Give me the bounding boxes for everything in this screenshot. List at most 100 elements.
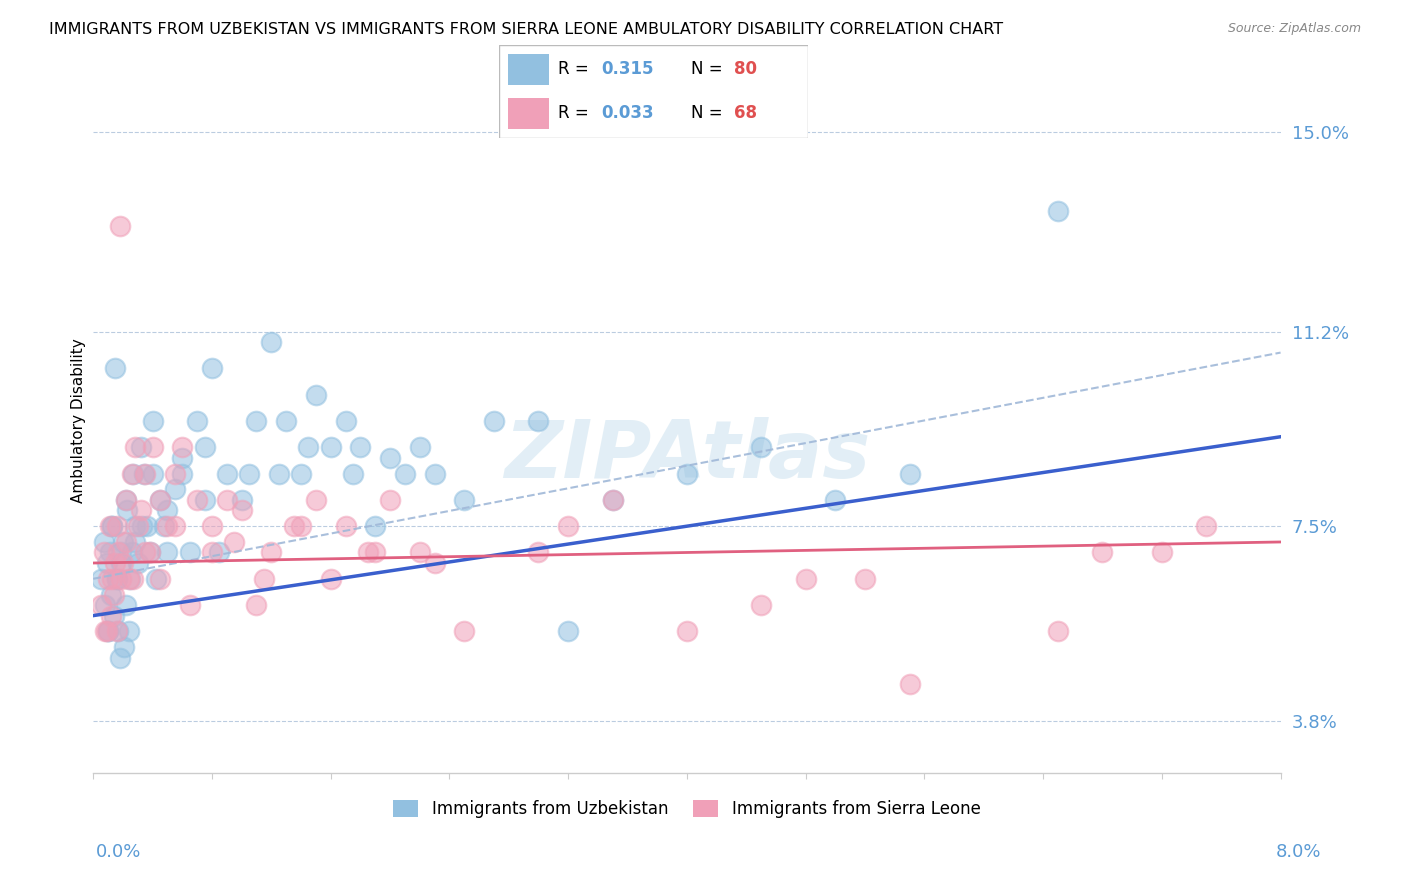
Text: 0.315: 0.315 xyxy=(602,60,654,78)
Point xyxy=(118,624,141,639)
Point xyxy=(186,414,208,428)
Point xyxy=(602,492,624,507)
Point xyxy=(124,440,146,454)
Point xyxy=(142,414,165,428)
Point xyxy=(238,467,260,481)
Point xyxy=(824,492,846,507)
Text: N =: N = xyxy=(690,104,728,122)
Point xyxy=(335,414,357,428)
Point xyxy=(112,640,135,655)
Point xyxy=(127,519,149,533)
Point xyxy=(260,545,283,559)
Point xyxy=(105,519,128,533)
Point xyxy=(253,572,276,586)
Point xyxy=(115,492,138,507)
Point xyxy=(557,519,579,533)
Point xyxy=(122,467,145,481)
Point xyxy=(90,572,112,586)
Point xyxy=(124,519,146,533)
Point xyxy=(90,598,112,612)
Point xyxy=(149,572,172,586)
Point xyxy=(163,467,186,481)
Legend: Immigrants from Uzbekistan, Immigrants from Sierra Leone: Immigrants from Uzbekistan, Immigrants f… xyxy=(387,794,987,825)
Point xyxy=(124,535,146,549)
Point xyxy=(1091,545,1114,559)
Point xyxy=(115,492,138,507)
Point xyxy=(120,572,142,586)
Point xyxy=(153,519,176,533)
Point xyxy=(409,545,432,559)
Point xyxy=(163,483,186,497)
Point xyxy=(394,467,416,481)
Point xyxy=(453,624,475,639)
Point xyxy=(898,467,921,481)
Point xyxy=(117,503,139,517)
Point xyxy=(231,492,253,507)
Point xyxy=(557,624,579,639)
Point xyxy=(93,545,115,559)
Point xyxy=(115,535,138,549)
Point xyxy=(118,572,141,586)
Point xyxy=(602,492,624,507)
Point xyxy=(267,467,290,481)
Point xyxy=(142,467,165,481)
Point xyxy=(96,624,118,639)
Point xyxy=(676,467,699,481)
Text: R =: R = xyxy=(558,104,593,122)
Point xyxy=(853,572,876,586)
Point xyxy=(110,556,132,570)
Point xyxy=(290,519,312,533)
Point xyxy=(156,503,179,517)
Point xyxy=(364,519,387,533)
Point xyxy=(156,519,179,533)
Point xyxy=(121,545,143,559)
Text: ZIPAtlas: ZIPAtlas xyxy=(503,417,870,495)
Point xyxy=(104,556,127,570)
Point xyxy=(527,545,550,559)
Point xyxy=(98,519,121,533)
Point xyxy=(290,467,312,481)
Point xyxy=(145,572,167,586)
Point xyxy=(108,650,131,665)
Point xyxy=(1046,624,1069,639)
FancyBboxPatch shape xyxy=(499,45,808,138)
Point xyxy=(108,219,131,234)
Point xyxy=(94,598,117,612)
Point xyxy=(111,535,134,549)
Point xyxy=(96,556,118,570)
FancyBboxPatch shape xyxy=(509,98,548,129)
Point xyxy=(110,572,132,586)
Point xyxy=(172,467,194,481)
Point xyxy=(97,624,120,639)
Point xyxy=(245,414,267,428)
Point xyxy=(97,572,120,586)
Point xyxy=(297,440,319,454)
Point xyxy=(319,440,342,454)
Y-axis label: Ambulatory Disability: Ambulatory Disability xyxy=(72,339,86,503)
Text: N =: N = xyxy=(690,60,728,78)
Point xyxy=(305,387,328,401)
Point xyxy=(335,519,357,533)
Point xyxy=(201,361,224,376)
Point xyxy=(208,545,231,559)
Point xyxy=(260,334,283,349)
Text: 80: 80 xyxy=(734,60,758,78)
Point xyxy=(283,519,305,533)
Point xyxy=(138,545,160,559)
Point xyxy=(224,535,246,549)
Text: 8.0%: 8.0% xyxy=(1277,843,1322,861)
Point xyxy=(142,440,165,454)
Point xyxy=(179,545,201,559)
Point xyxy=(101,519,124,533)
Text: IMMIGRANTS FROM UZBEKISTAN VS IMMIGRANTS FROM SIERRA LEONE AMBULATORY DISABILITY: IMMIGRANTS FROM UZBEKISTAN VS IMMIGRANTS… xyxy=(49,22,1004,37)
Point xyxy=(186,492,208,507)
Point xyxy=(105,572,128,586)
Point xyxy=(179,598,201,612)
Point xyxy=(364,545,387,559)
Point xyxy=(319,572,342,586)
Point xyxy=(749,598,772,612)
Point xyxy=(276,414,298,428)
Point xyxy=(103,588,125,602)
Point xyxy=(105,624,128,639)
Point xyxy=(1195,519,1218,533)
